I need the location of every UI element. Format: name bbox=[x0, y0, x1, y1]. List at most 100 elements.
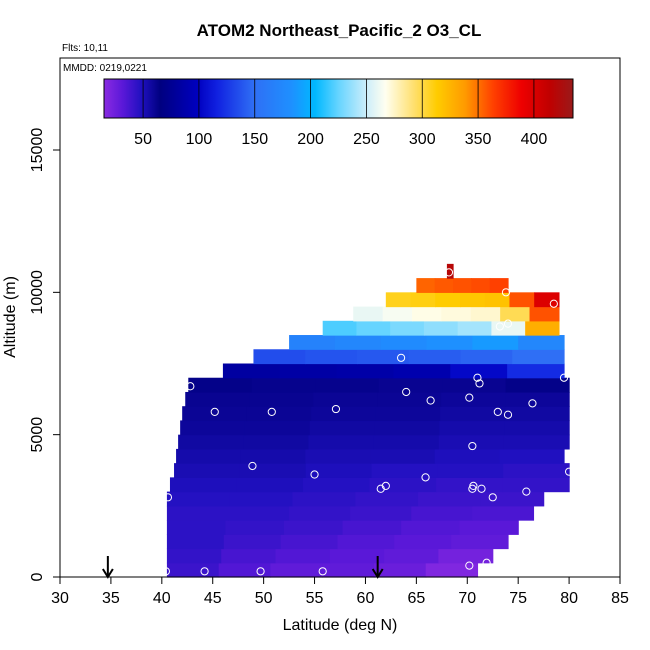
x-tick-label: 80 bbox=[560, 590, 578, 607]
curtain-cell bbox=[313, 391, 378, 407]
curtain-cell bbox=[225, 520, 285, 535]
sample-point bbox=[559, 373, 569, 382]
sample-point bbox=[331, 404, 341, 414]
x-tick-label: 65 bbox=[407, 590, 425, 607]
sample-point bbox=[310, 470, 319, 479]
curtain-cell bbox=[382, 306, 413, 322]
sample-point bbox=[477, 484, 486, 493]
y-tick-label: 15000 bbox=[29, 128, 46, 173]
curtain-cell bbox=[222, 363, 281, 379]
curtain-cell bbox=[350, 505, 412, 521]
curtain-cell bbox=[425, 562, 479, 578]
curtain-cell bbox=[441, 391, 506, 407]
flights-note: Flts: 10,11 bbox=[62, 43, 108, 54]
curtain-cell bbox=[353, 306, 384, 322]
curtain-cell bbox=[236, 477, 304, 493]
curtain-cell bbox=[509, 292, 535, 308]
curtain-cell bbox=[390, 320, 425, 336]
x-axis: 30 35 40 45 50 55 60 65 70 75 80 85 bbox=[51, 576, 629, 607]
sample-point bbox=[549, 299, 558, 308]
sample-point bbox=[475, 379, 484, 388]
curtain-cell bbox=[380, 335, 428, 350]
chart-title: ATOM2 Northeast_Pacific_2 O3_CL bbox=[197, 21, 482, 40]
curtain-cell bbox=[377, 391, 442, 407]
sample-point bbox=[318, 567, 327, 576]
dates-note: MMDD: 0219,0221 bbox=[63, 63, 147, 74]
curtain-cell bbox=[437, 463, 504, 478]
curtain-cell bbox=[174, 463, 241, 478]
curtain-cell bbox=[394, 534, 452, 550]
sample-point bbox=[493, 407, 502, 416]
sample-point bbox=[381, 481, 390, 491]
curtain-cell bbox=[457, 320, 493, 336]
curtain-cell bbox=[166, 534, 225, 550]
curtain-cell bbox=[289, 505, 351, 521]
curtain-cell bbox=[401, 520, 461, 535]
sample-point bbox=[501, 288, 511, 297]
y-axis: 0 5000 10000 15000 bbox=[29, 128, 60, 581]
curtain-cell bbox=[446, 263, 454, 279]
curtain-cell bbox=[507, 363, 565, 379]
sample-point bbox=[163, 493, 173, 502]
curtain-cell bbox=[329, 548, 385, 564]
curtain-cell bbox=[166, 548, 222, 564]
sample-point bbox=[473, 373, 482, 382]
sample-point bbox=[200, 567, 209, 576]
curtain-cell bbox=[270, 562, 323, 578]
curtain-cell bbox=[166, 491, 231, 507]
sample-point bbox=[161, 567, 170, 576]
curtain-cell bbox=[239, 463, 307, 478]
curtain-cell bbox=[434, 448, 500, 464]
curtain-cell bbox=[442, 377, 507, 393]
curtain-cell bbox=[472, 335, 519, 350]
curtain-cell bbox=[505, 391, 570, 407]
curtain-cell bbox=[412, 306, 442, 322]
curtain-cell bbox=[450, 363, 508, 379]
sample-points bbox=[161, 268, 574, 579]
x-tick-label: 70 bbox=[458, 590, 476, 607]
sample-point bbox=[503, 410, 513, 419]
curtain-cell bbox=[370, 448, 436, 464]
y-tick-label: 0 bbox=[29, 572, 46, 581]
curtain-cell bbox=[459, 520, 519, 535]
curtain-cell bbox=[337, 534, 395, 550]
colorbar-tick-label: 100 bbox=[186, 131, 213, 148]
curtain-cell bbox=[251, 377, 316, 393]
curtain-cell bbox=[534, 292, 560, 308]
sample-point bbox=[468, 441, 477, 451]
curtain-cell bbox=[322, 320, 358, 336]
curtain-cell bbox=[504, 406, 570, 422]
sample-point bbox=[488, 493, 497, 502]
x-tick-label: 30 bbox=[51, 590, 69, 607]
curtain-cell bbox=[393, 363, 451, 379]
curtain-cell bbox=[322, 562, 375, 578]
sample-point bbox=[396, 353, 406, 362]
curtain-cell bbox=[180, 420, 246, 436]
sample-point bbox=[469, 481, 478, 491]
y-tick-label: 5000 bbox=[29, 417, 46, 453]
curtain-cell bbox=[182, 406, 248, 422]
curtain-cell bbox=[489, 278, 509, 293]
curtain-cell bbox=[460, 349, 513, 365]
sample-point bbox=[248, 461, 257, 471]
colorbar-gradient bbox=[103, 78, 574, 119]
curtain-cell bbox=[292, 491, 356, 507]
curtain-cell bbox=[453, 278, 472, 293]
sample-point bbox=[444, 268, 454, 277]
curtain-cell bbox=[356, 320, 391, 336]
colorbar-tick-label: 50 bbox=[134, 131, 152, 148]
curtain-cell bbox=[166, 562, 220, 578]
x-tick-label: 35 bbox=[102, 590, 120, 607]
curtain-cell bbox=[512, 349, 565, 365]
curtain-cell bbox=[378, 377, 443, 393]
curtain-cell bbox=[369, 477, 437, 493]
curtain-cell bbox=[188, 377, 253, 393]
sample-point bbox=[267, 407, 276, 416]
curtain-cell bbox=[499, 448, 565, 464]
x-tick-label: 55 bbox=[306, 590, 324, 607]
curtain-cell bbox=[342, 520, 402, 535]
colorbar-tick-label: 200 bbox=[297, 131, 324, 148]
sample-point bbox=[186, 382, 195, 391]
curtain-cell bbox=[385, 292, 412, 308]
